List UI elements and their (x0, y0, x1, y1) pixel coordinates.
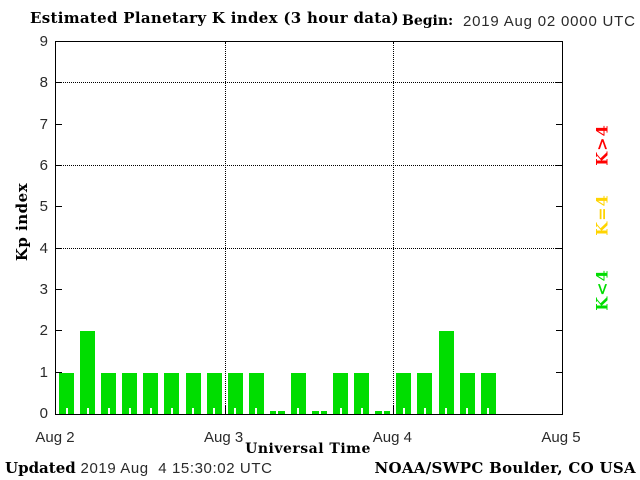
updated-value: 2019 Aug 4 15:30:02 UTC (75, 460, 273, 477)
bar-base-notch (423, 408, 426, 414)
updated-label: Updated (5, 459, 76, 477)
y-tick-label-9: 9 (39, 33, 48, 50)
bar-base-notch (276, 408, 279, 414)
kp-bar (354, 372, 370, 414)
x-major-tick (393, 406, 395, 414)
gridline-kp-8 (56, 82, 562, 84)
bar-base-notch (234, 408, 237, 414)
kp-bar (185, 372, 201, 414)
bar-base-notch (128, 408, 131, 414)
plot-area (55, 41, 563, 415)
y-tick-label-2: 2 (39, 322, 48, 340)
begin-label: Begin: (402, 13, 454, 29)
y-tick-label-3: 3 (39, 281, 48, 298)
x-tick-label-aug-3: Aug 3 (204, 429, 244, 446)
kp-bar (375, 408, 391, 414)
x-tick-label-aug-4: Aug 4 (372, 429, 412, 446)
y-tick-label-5: 5 (39, 198, 48, 216)
bar-base-notch (65, 408, 68, 414)
bar-base-notch (149, 408, 152, 414)
kp-bar (164, 372, 180, 414)
kp-bar (122, 372, 138, 414)
x-tick-label-aug-2: Aug 2 (35, 429, 75, 446)
bar-base-notch (213, 408, 216, 414)
bar-base-notch (360, 408, 363, 414)
kp-bar (206, 372, 222, 414)
bar-base-notch (487, 408, 490, 414)
kp-bar (143, 372, 159, 414)
bar-base-notch (339, 408, 342, 414)
y-tick-left (56, 165, 62, 166)
credit-text: NOAA/SWPC Boulder, CO USA (374, 459, 636, 477)
kp-bar (480, 372, 496, 414)
kp-bar (248, 372, 264, 414)
y-tick-left (56, 206, 62, 208)
gridline-kp-6 (56, 165, 562, 166)
bar-base-notch (297, 408, 300, 414)
bar-base-notch (107, 408, 110, 414)
legend-item-k-lt-4: K<4 (592, 269, 612, 311)
bar-base-notch (445, 408, 448, 414)
bar-base-notch (192, 408, 195, 414)
y-tick-right (556, 165, 562, 166)
y-tick-left (56, 371, 62, 373)
kp-bar (417, 372, 433, 414)
begin-value: 2019 Aug 02 0000 UTC (463, 13, 636, 30)
y-tick-left (56, 82, 62, 84)
y-tick-left (56, 247, 62, 249)
gridline-day-aug-4 (393, 42, 395, 414)
kp-bar (312, 408, 328, 414)
bar-base-notch (466, 408, 469, 414)
kp-bar (396, 372, 412, 414)
y-tick-label-1: 1 (39, 363, 48, 381)
y-tick-label-4: 4 (39, 239, 48, 257)
bar-base-notch (381, 408, 384, 414)
bar-base-notch (170, 408, 173, 414)
bar-base-notch (402, 408, 405, 414)
kp-bar (227, 372, 243, 414)
y-tick-right (556, 206, 562, 208)
bar-base-notch (255, 408, 258, 414)
y-tick-label-7: 7 (39, 115, 48, 133)
y-tick-right (556, 371, 562, 373)
y-tick-left (56, 289, 62, 290)
y-tick-right (556, 289, 562, 290)
y-tick-label-6: 6 (39, 157, 48, 174)
bar-base-notch (86, 408, 89, 414)
x-tick-label-aug-5: Aug 5 (541, 429, 581, 446)
y-tick-right (556, 330, 562, 332)
kp-bar (438, 331, 454, 414)
x-axis-label: Universal Time (245, 441, 371, 457)
y-tick-right (556, 247, 562, 249)
gridline-kp-4 (56, 247, 562, 249)
gridline-day-aug-3 (224, 42, 226, 414)
y-tick-label-0: 0 (39, 405, 48, 422)
y-tick-left (56, 330, 62, 332)
kp-bar (290, 372, 306, 414)
legend-item-k-gt-4: K>4 (592, 124, 612, 166)
kp-bar (59, 372, 75, 414)
y-tick-label-8: 8 (39, 74, 48, 92)
updated-timestamp: Updated 2019 Aug 4 15:30:02 UTC (5, 459, 273, 477)
kp-bar (459, 372, 475, 414)
y-tick-right (556, 82, 562, 84)
kp-bar (333, 372, 349, 414)
kp-bar (269, 408, 285, 414)
legend-item-k-eq-4: K=4 (592, 194, 612, 236)
kp-bar (80, 331, 96, 414)
kp-bar (101, 372, 117, 414)
bar-base-notch (318, 408, 321, 414)
x-major-tick (224, 406, 226, 414)
y-tick-right (556, 123, 562, 125)
y-tick-left (56, 123, 62, 125)
chart-title: Estimated Planetary K index (3 hour data… (30, 9, 399, 27)
